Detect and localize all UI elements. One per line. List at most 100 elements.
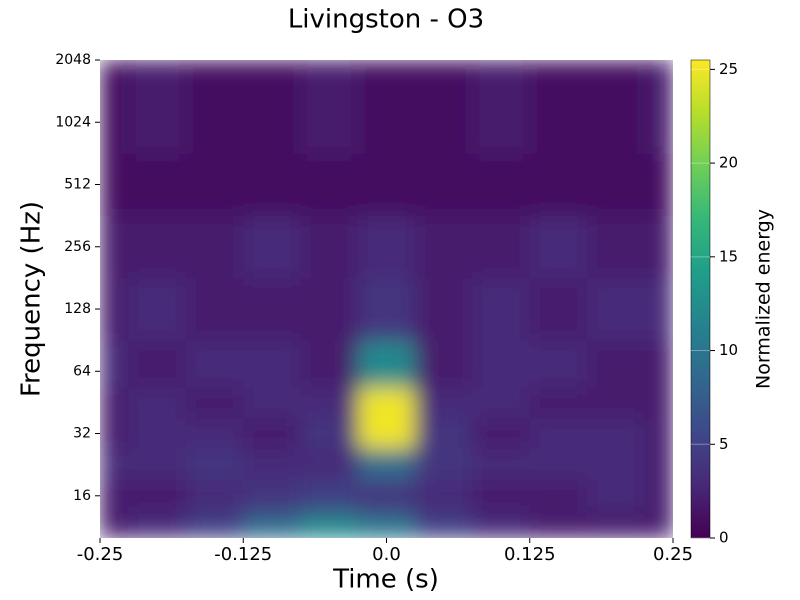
heat-cell: [644, 512, 673, 538]
heat-cell: [472, 277, 531, 341]
heat-cell: [100, 418, 130, 449]
heat-cell: [300, 448, 359, 480]
heat-cell: [644, 448, 673, 480]
heat-cell: [128, 387, 187, 419]
heat-cell: [185, 387, 244, 419]
heat-cell: [357, 448, 416, 480]
heat-cell: [243, 418, 302, 449]
colorbar-tick-label: 5: [719, 435, 729, 453]
heat-cell: [128, 277, 187, 341]
heatmap: [100, 60, 673, 538]
colorbar-tick-label: 15: [719, 247, 738, 265]
x-tick-label: 0.0: [372, 544, 401, 565]
heat-cell: [185, 418, 244, 449]
x-tick-label: 0.25: [653, 544, 693, 565]
y-tick-label: 128: [64, 301, 91, 317]
heat-cell: [587, 448, 645, 480]
heat-cell: [644, 215, 673, 279]
heat-cell: [587, 60, 645, 154]
heat-cell: [415, 387, 473, 419]
heat-cell: [357, 512, 416, 538]
heat-cell: [472, 153, 531, 217]
heat-cell: [415, 153, 473, 217]
heat-cell: [185, 512, 244, 538]
heat-cell: [415, 215, 473, 279]
heat-cell: [472, 512, 531, 538]
heat-cell: [644, 479, 673, 514]
heat-cell: [415, 340, 473, 388]
heat-cell: [243, 153, 302, 217]
heat-cell: [100, 387, 130, 419]
heat-cell: [100, 448, 130, 480]
x-tick-label: -0.25: [77, 544, 124, 565]
heat-cell: [185, 340, 244, 388]
heat-cell: [243, 340, 302, 388]
heat-cell: [472, 340, 531, 388]
heat-cell: [357, 479, 416, 514]
heat-cell: [644, 60, 673, 154]
heat-cell: [529, 512, 588, 538]
heat-cell: [415, 60, 473, 154]
y-tick-label: 512: [64, 177, 91, 193]
heat-cell: [587, 479, 645, 514]
heat-cell: [100, 60, 130, 154]
chart-title: Livingston - O3: [288, 5, 484, 35]
heat-cell: [243, 479, 302, 514]
colorbar-label: Normalized energy: [753, 209, 775, 389]
heat-cell: [300, 153, 359, 217]
heat-cell: [243, 277, 302, 341]
y-tick-label: 64: [73, 363, 91, 379]
heat-cell: [128, 448, 187, 480]
heat-cell: [100, 340, 130, 388]
heat-cell: [128, 418, 187, 449]
heat-cell: [357, 418, 416, 449]
heat-cell: [128, 60, 187, 154]
heat-cell: [529, 340, 588, 388]
heat-cell: [357, 153, 416, 217]
heat-cell: [300, 277, 359, 341]
heat-cell: [529, 60, 588, 154]
heat-cell: [587, 215, 645, 279]
heat-cell: [128, 340, 187, 388]
y-tick-label: 1024: [55, 114, 91, 130]
heat-cell: [644, 277, 673, 341]
heat-cell: [587, 340, 645, 388]
heat-cell: [357, 60, 416, 154]
heat-cell: [300, 340, 359, 388]
heat-cell: [357, 277, 416, 341]
x-tick-label: -0.125: [214, 544, 272, 565]
heat-cell: [185, 479, 244, 514]
x-tick-label: 0.125: [504, 544, 556, 565]
heat-cell: [644, 153, 673, 217]
heat-cell: [100, 153, 130, 217]
heat-cell: [300, 512, 359, 538]
heat-cell: [529, 387, 588, 419]
heat-cell: [472, 60, 531, 154]
y-axis-label: Frequency (Hz): [17, 201, 47, 397]
heat-cell: [357, 340, 416, 388]
heat-cell: [128, 479, 187, 514]
heat-cell: [300, 479, 359, 514]
heat-cell: [243, 215, 302, 279]
heat-cell: [472, 418, 531, 449]
heat-cell: [529, 277, 588, 341]
y-tick-label: 32: [73, 426, 91, 442]
heat-cell: [529, 448, 588, 480]
heat-cell: [100, 512, 130, 538]
heat-cell: [243, 60, 302, 154]
heat-cell: [185, 60, 244, 154]
heat-cell: [587, 418, 645, 449]
heat-cell: [243, 512, 302, 538]
heat-cell: [300, 215, 359, 279]
colorbar-tick-label: 10: [719, 341, 738, 359]
heat-cell: [128, 153, 187, 217]
heat-cell: [415, 277, 473, 341]
heat-cell: [100, 215, 130, 279]
heat-cell: [300, 418, 359, 449]
heat-cell: [128, 215, 187, 279]
heat-cell: [185, 153, 244, 217]
heat-cell: [185, 215, 244, 279]
heat-cell: [644, 340, 673, 388]
heat-cell: [100, 479, 130, 514]
